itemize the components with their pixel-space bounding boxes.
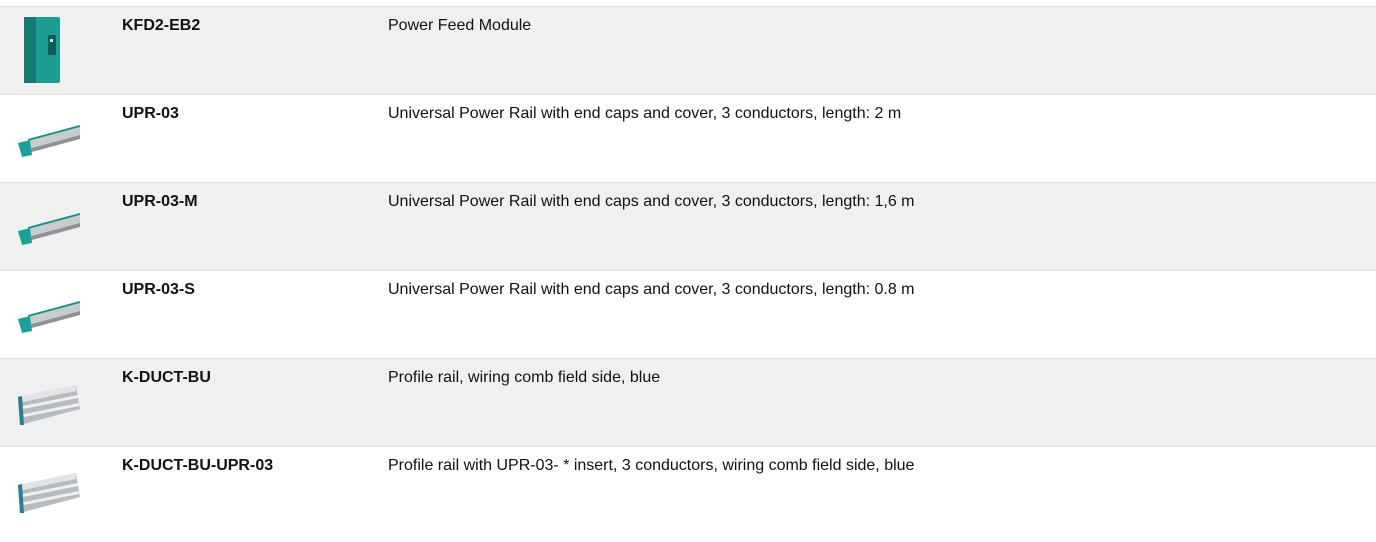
- description: Universal Power Rail with end caps and c…: [388, 193, 915, 210]
- product-image: [10, 279, 90, 351]
- model: UPR-03: [122, 105, 179, 122]
- model: K-DUCT-BU-UPR-03: [122, 457, 274, 474]
- description: Profile rail with UPR-03- * insert, 3 co…: [388, 457, 915, 474]
- model: UPR-03-M: [122, 193, 198, 210]
- model: K-DUCT-BU: [122, 369, 211, 386]
- description: Universal Power Rail with end caps and c…: [388, 105, 902, 122]
- table-row: K-DUCT-BU Profile rail, wiring comb fiel…: [0, 358, 1376, 446]
- product-image: [10, 103, 90, 175]
- table-row: UPR-03 Universal Power Rail with end cap…: [0, 94, 1376, 182]
- product-image: [10, 367, 90, 439]
- product-image: [10, 15, 90, 87]
- table-row: UPR-03-M Universal Power Rail with end c…: [0, 182, 1376, 270]
- model: UPR-03-S: [122, 281, 195, 298]
- description: Profile rail, wiring comb field side, bl…: [388, 369, 661, 386]
- product-image: [10, 191, 90, 263]
- model: KFD2-EB2: [122, 17, 201, 34]
- description: Power Feed Module: [388, 17, 532, 34]
- table-row: KFD2-EB2 Power Feed Module: [0, 6, 1376, 94]
- table-row: UPR-03-S Universal Power Rail with end c…: [0, 270, 1376, 358]
- table-row: K-DUCT-BU-UPR-03 Profile rail with UPR-0…: [0, 446, 1376, 542]
- product-image: [10, 455, 90, 527]
- description: Universal Power Rail with end caps and c…: [388, 281, 915, 298]
